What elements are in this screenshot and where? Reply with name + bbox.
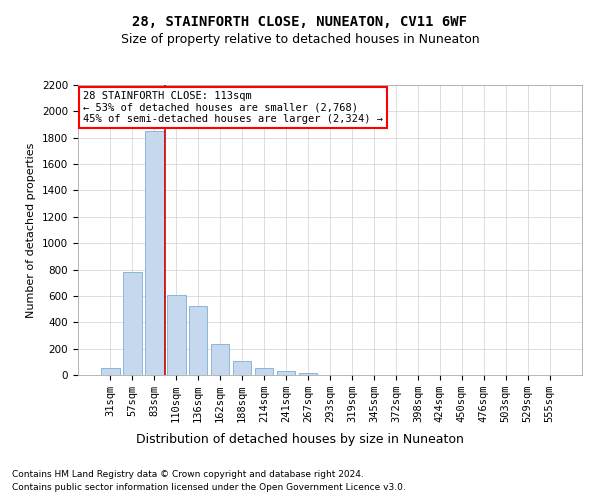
Bar — [189, 306, 208, 375]
Text: Contains HM Land Registry data © Crown copyright and database right 2024.: Contains HM Land Registry data © Crown c… — [12, 470, 364, 479]
Bar — [233, 361, 251, 375]
Text: Contains public sector information licensed under the Open Government Licence v3: Contains public sector information licen… — [12, 482, 406, 492]
Text: 28, STAINFORTH CLOSE, NUNEATON, CV11 6WF: 28, STAINFORTH CLOSE, NUNEATON, CV11 6WF — [133, 15, 467, 29]
Bar — [211, 344, 229, 375]
Bar — [299, 374, 317, 375]
Bar — [167, 294, 185, 375]
Bar — [123, 272, 142, 375]
Text: Size of property relative to detached houses in Nuneaton: Size of property relative to detached ho… — [121, 32, 479, 46]
Text: 28 STAINFORTH CLOSE: 113sqm
← 53% of detached houses are smaller (2,768)
45% of : 28 STAINFORTH CLOSE: 113sqm ← 53% of det… — [83, 91, 383, 124]
Bar — [277, 372, 295, 375]
Text: Distribution of detached houses by size in Nuneaton: Distribution of detached houses by size … — [136, 432, 464, 446]
Bar — [101, 368, 119, 375]
Bar — [145, 131, 164, 375]
Y-axis label: Number of detached properties: Number of detached properties — [26, 142, 37, 318]
Bar — [255, 368, 274, 375]
